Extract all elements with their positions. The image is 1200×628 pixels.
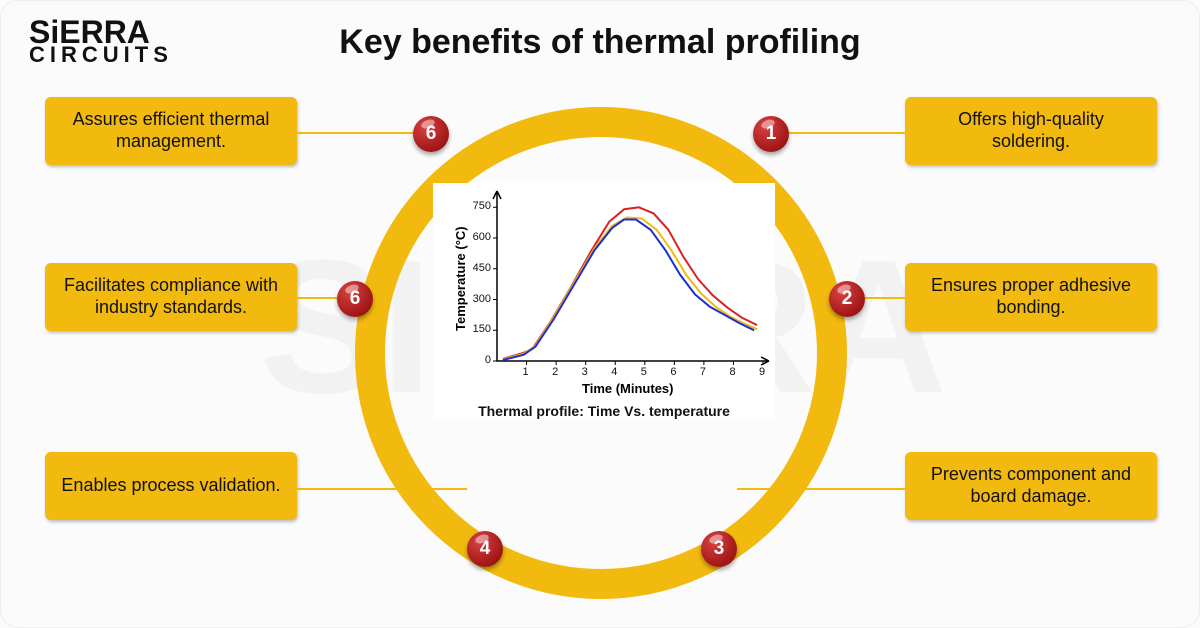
benefit-box-6: Assures efficient thermal management. <box>45 97 297 165</box>
num-badge-1: 1 <box>753 116 789 152</box>
benefit-text: Enables process validation. <box>61 475 280 497</box>
center-ring <box>355 107 847 599</box>
benefit-box-2: Ensures proper adhesive bonding. <box>905 263 1157 331</box>
ytick: 600 <box>473 231 491 243</box>
connector-2 <box>865 297 905 299</box>
connector-1 <box>789 132 905 134</box>
num-badge-label: 2 <box>842 288 853 310</box>
benefit-box-3: Prevents component and board damage. <box>905 452 1157 520</box>
num-badge-label: 1 <box>766 123 777 145</box>
chart-series-1 <box>503 207 757 359</box>
ytick: 750 <box>473 200 491 212</box>
benefit-text: Facilitates compliance with industry sta… <box>57 275 285 318</box>
thermal-profile-chart: 1 2 3 4 5 6 7 8 9 0 150 300 450 600 750 Temperature (°C… <box>433 183 775 419</box>
connector-5 <box>297 297 337 299</box>
benefit-box-5: Facilitates compliance with industry sta… <box>45 263 297 331</box>
xtick: 7 <box>700 366 706 378</box>
connector-6 <box>297 132 413 134</box>
chart-series-2 <box>503 218 757 360</box>
xtick: 5 <box>641 366 647 378</box>
num-badge-3: 3 <box>701 531 737 567</box>
num-badge-label: 6 <box>350 288 361 310</box>
benefit-box-4: Enables process validation. <box>45 452 297 520</box>
num-badge-label: 4 <box>480 538 491 560</box>
num-badge-label: 3 <box>714 538 725 560</box>
page-title: Key benefits of thermal profiling <box>1 23 1199 62</box>
benefit-text: Prevents component and board damage. <box>917 464 1145 507</box>
benefit-box-1: Offers high-quality soldering. <box>905 97 1157 165</box>
xtick: 6 <box>670 366 676 378</box>
xtick: 4 <box>611 366 617 378</box>
xtick: 3 <box>582 366 588 378</box>
xtick: 1 <box>523 366 529 378</box>
benefit-text: Offers high-quality soldering. <box>917 109 1145 152</box>
num-badge-label: 6 <box>426 123 437 145</box>
watermark: SIERRA <box>259 218 941 436</box>
chart-series-3 <box>503 220 754 361</box>
ytick: 0 <box>485 354 491 366</box>
num-badge-6: 6 <box>413 116 449 152</box>
num-badge-2: 2 <box>829 281 865 317</box>
xtick: 2 <box>552 366 558 378</box>
connector-4 <box>297 488 467 490</box>
connector-3 <box>737 488 905 490</box>
ytick: 150 <box>473 323 491 335</box>
ytick: 450 <box>473 262 491 274</box>
num-badge-4: 4 <box>467 531 503 567</box>
xtick: 9 <box>759 366 765 378</box>
benefit-text: Assures efficient thermal management. <box>57 109 285 152</box>
xtick: 8 <box>729 366 735 378</box>
chart-xlabel: Time (Minutes) <box>582 381 674 396</box>
num-badge-5: 6 <box>337 281 373 317</box>
chart-ylabel: Temperature (°C) <box>453 227 468 332</box>
chart-caption: Thermal profile: Time Vs. temperature <box>433 403 775 419</box>
ytick: 300 <box>473 293 491 305</box>
benefit-text: Ensures proper adhesive bonding. <box>917 275 1145 318</box>
